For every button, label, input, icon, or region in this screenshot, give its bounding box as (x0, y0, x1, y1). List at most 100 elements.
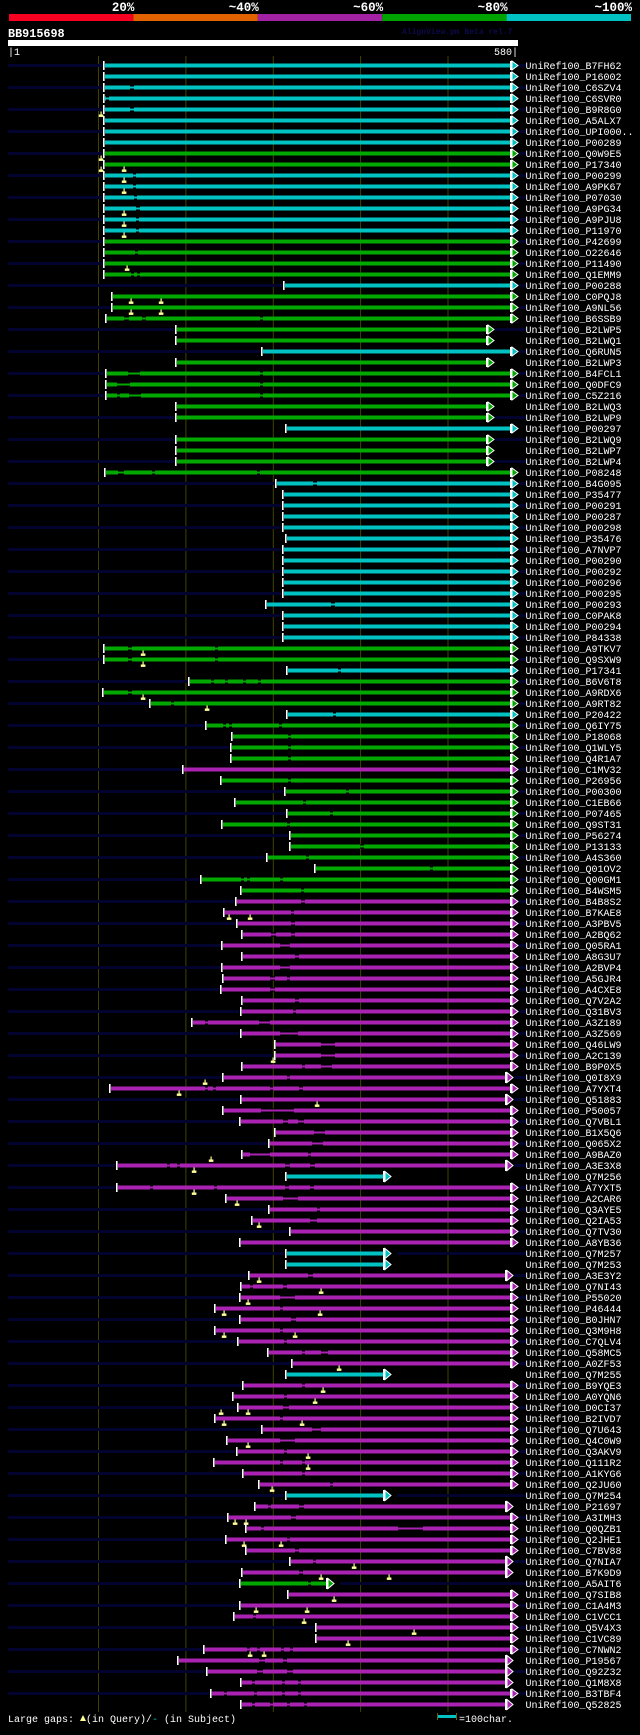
svg-text:UniRef100_A3Z189: UniRef100_A3Z189 (526, 1018, 622, 1030)
svg-text:UniRef100_P17341: UniRef100_P17341 (526, 666, 622, 678)
svg-text:UniRef100_B3TBF4: UniRef100_B3TBF4 (526, 1689, 622, 1701)
svg-text:UniRef100_A2BQ62: UniRef100_A2BQ62 (526, 930, 622, 942)
svg-text:UniRef100_B2LWP9: UniRef100_B2LWP9 (526, 413, 622, 425)
svg-text:UniRef100_P35476: UniRef100_P35476 (526, 534, 622, 546)
svg-text:UniRef100_A9NL56: UniRef100_A9NL56 (526, 303, 622, 315)
svg-text:UniRef100_Q7SIB8: UniRef100_Q7SIB8 (526, 1590, 622, 1602)
svg-text:UniRef100_Q0I8X9: UniRef100_Q0I8X9 (526, 1073, 622, 1085)
svg-text:UniRef100_P00287: UniRef100_P00287 (526, 512, 622, 524)
svg-text:UniRef100_Q0W9E5: UniRef100_Q0W9E5 (526, 149, 622, 161)
svg-text:UniRef100_A4CXE8: UniRef100_A4CXE8 (526, 985, 622, 997)
svg-text:UniRef100_C0PAK8: UniRef100_C0PAK8 (526, 611, 622, 623)
svg-text:UniRef100_Q01OV2: UniRef100_Q01OV2 (526, 864, 622, 876)
svg-text:UniRef100_B4WSM5: UniRef100_B4WSM5 (526, 886, 622, 898)
svg-text:UniRef100_P46444: UniRef100_P46444 (526, 1304, 622, 1316)
svg-text:UniRef100_Q5V4X3: UniRef100_Q5V4X3 (526, 1623, 622, 1635)
svg-text:UniRef100_C7BV88: UniRef100_C7BV88 (526, 1546, 622, 1558)
svg-text:UniRef100_P00290: UniRef100_P00290 (526, 556, 622, 568)
svg-text:UniRef100_P50057: UniRef100_P50057 (526, 1106, 622, 1118)
svg-text:UniRef100_Q2JU60: UniRef100_Q2JU60 (526, 1480, 622, 1492)
svg-text:UniRef100_P11490: UniRef100_P11490 (526, 259, 622, 271)
svg-text:UniRef100_D0CI37: UniRef100_D0CI37 (526, 1403, 622, 1415)
svg-text:UniRef100_Q4R1A7: UniRef100_Q4R1A7 (526, 754, 622, 766)
svg-text:UniRef100_C1A4M3: UniRef100_C1A4M3 (526, 1601, 622, 1613)
svg-text:UniRef100_Q51883: UniRef100_Q51883 (526, 1095, 622, 1107)
svg-text:UniRef100_A8G3U7: UniRef100_A8G3U7 (526, 952, 622, 964)
svg-text:UniRef100_C1VC89: UniRef100_C1VC89 (526, 1634, 622, 1646)
svg-text:UniRef100_Q4C0W9: UniRef100_Q4C0W9 (526, 1436, 622, 1448)
svg-text:AlignView.pm Beta rel.7: AlignView.pm Beta rel.7 (402, 28, 513, 37)
svg-text:580|: 580| (494, 47, 518, 59)
svg-text:UniRef100_A8YB36: UniRef100_A8YB36 (526, 1238, 622, 1250)
svg-text:UniRef100_P07465: UniRef100_P07465 (526, 809, 622, 821)
svg-text:UniRef100_Q1M8X8: UniRef100_Q1M8X8 (526, 1678, 622, 1690)
svg-text:UniRef100_P00295: UniRef100_P00295 (526, 589, 622, 601)
svg-text:UniRef100_P56274: UniRef100_P56274 (526, 831, 622, 843)
svg-text:UniRef100_P84338: UniRef100_P84338 (526, 633, 622, 645)
svg-text:UniRef100_A2CAR6: UniRef100_A2CAR6 (526, 1194, 622, 1206)
svg-text:UniRef100_B2LWQ3: UniRef100_B2LWQ3 (526, 402, 622, 414)
svg-text:UniRef100_P11970: UniRef100_P11970 (526, 226, 622, 238)
svg-text:UniRef100_C0PQJ8: UniRef100_C0PQJ8 (526, 292, 622, 304)
svg-text:UniRef100_B7KAE8: UniRef100_B7KAE8 (526, 908, 622, 920)
svg-text:UniRef100_B9R8G0: UniRef100_B9R8G0 (526, 105, 622, 117)
svg-text:UniRef100_Q7V2A2: UniRef100_Q7V2A2 (526, 996, 622, 1008)
svg-text:UniRef100_P55020: UniRef100_P55020 (526, 1293, 622, 1305)
svg-text:UniRef100_B1X5Q6: UniRef100_B1X5Q6 (526, 1128, 622, 1140)
svg-text:UniRef100_A7YXT4: UniRef100_A7YXT4 (526, 1084, 622, 1096)
svg-text:UniRef100_P00299: UniRef100_P00299 (526, 171, 622, 183)
svg-text:UniRef100_B2LWP4: UniRef100_B2LWP4 (526, 457, 622, 469)
svg-text:~40%: ~40% (229, 1, 260, 15)
svg-text:UniRef100_Q065X2: UniRef100_Q065X2 (526, 1139, 622, 1151)
svg-text:UniRef100_Q3AYE5: UniRef100_Q3AYE5 (526, 1205, 622, 1217)
svg-text:UniRef100_A7NVP7: UniRef100_A7NVP7 (526, 545, 622, 557)
svg-text:UniRef100_C6SZV4: UniRef100_C6SZV4 (526, 83, 622, 95)
svg-text:UniRef100_Q7M255: UniRef100_Q7M255 (526, 1370, 622, 1382)
svg-text:UniRef100_A3E3Y2: UniRef100_A3E3Y2 (526, 1271, 622, 1283)
svg-text:UniRef100_UPI000..: UniRef100_UPI000.. (526, 127, 634, 139)
svg-text:UniRef100_A3PBV5: UniRef100_A3PBV5 (526, 919, 622, 931)
svg-text:UniRef100_Q7VBL1: UniRef100_Q7VBL1 (526, 1117, 622, 1129)
svg-text:UniRef100_P00292: UniRef100_P00292 (526, 567, 622, 579)
svg-text:UniRef100_A9TKV7: UniRef100_A9TKV7 (526, 644, 622, 656)
svg-text:UniRef100_P19567: UniRef100_P19567 (526, 1656, 622, 1668)
svg-text:(in Query)/: (in Query)/ (86, 1714, 152, 1726)
svg-text:UniRef100_A5ALX7: UniRef100_A5ALX7 (526, 116, 622, 128)
svg-text:UniRef100_B4B8S2: UniRef100_B4B8S2 (526, 897, 622, 909)
svg-text:UniRef100_Q7U643: UniRef100_Q7U643 (526, 1425, 622, 1437)
svg-text:UniRef100_P00294: UniRef100_P00294 (526, 622, 622, 634)
svg-text:UniRef100_P13133: UniRef100_P13133 (526, 842, 622, 854)
svg-text:-: - (152, 1715, 158, 1726)
svg-text:UniRef100_C7QLV4: UniRef100_C7QLV4 (526, 1337, 622, 1349)
svg-text:UniRef100_Q7M256: UniRef100_Q7M256 (526, 1172, 622, 1184)
svg-text:~80%: ~80% (478, 1, 509, 15)
svg-text:UniRef100_P00293: UniRef100_P00293 (526, 600, 622, 612)
svg-text:UniRef100_P18068: UniRef100_P18068 (526, 732, 622, 744)
svg-text:UniRef100_B0JHN7: UniRef100_B0JHN7 (526, 1315, 622, 1327)
svg-text:UniRef100_B7FH62: UniRef100_B7FH62 (526, 61, 622, 73)
svg-text:UniRef100_A9RT82: UniRef100_A9RT82 (526, 699, 622, 711)
svg-text:UniRef100_P07030: UniRef100_P07030 (526, 193, 622, 205)
svg-text:UniRef100_A9BAZ0: UniRef100_A9BAZ0 (526, 1150, 622, 1162)
svg-text:UniRef100_Q31BV3: UniRef100_Q31BV3 (526, 1007, 622, 1019)
svg-text:UniRef100_B2IVD7: UniRef100_B2IVD7 (526, 1414, 622, 1426)
svg-text:UniRef100_A3E3X8: UniRef100_A3E3X8 (526, 1161, 622, 1173)
svg-text:UniRef100_Q3AKV9: UniRef100_Q3AKV9 (526, 1447, 622, 1459)
svg-text:UniRef100_Q1WLY5: UniRef100_Q1WLY5 (526, 743, 622, 755)
svg-text:UniRef100_B4G095: UniRef100_B4G095 (526, 479, 622, 491)
svg-text:UniRef100_Q111R2: UniRef100_Q111R2 (526, 1458, 622, 1470)
svg-text:UniRef100_Q7M254: UniRef100_Q7M254 (526, 1491, 622, 1503)
svg-text:UniRef100_Q0DFC9: UniRef100_Q0DFC9 (526, 380, 622, 392)
svg-text:UniRef100_C1EB66: UniRef100_C1EB66 (526, 798, 622, 810)
svg-text:UniRef100_B4FCL1: UniRef100_B4FCL1 (526, 369, 622, 381)
svg-text:UniRef100_O22646: UniRef100_O22646 (526, 248, 622, 260)
svg-text:UniRef100_Q6IY75: UniRef100_Q6IY75 (526, 721, 622, 733)
svg-text:UniRef100_B2LWQ1: UniRef100_B2LWQ1 (526, 336, 622, 348)
svg-text:UniRef100_A7YXT5: UniRef100_A7YXT5 (526, 1183, 622, 1195)
svg-text:UniRef100_B7K9D9: UniRef100_B7K9D9 (526, 1568, 622, 1580)
svg-text:(in Subject): (in Subject) (164, 1714, 236, 1726)
svg-text:UniRef100_C7NWN2: UniRef100_C7NWN2 (526, 1645, 622, 1657)
svg-text:UniRef100_P16002: UniRef100_P16002 (526, 72, 622, 84)
svg-text:UniRef100_Q58MC5: UniRef100_Q58MC5 (526, 1348, 622, 1360)
svg-text:UniRef100_A1KYG6: UniRef100_A1KYG6 (526, 1469, 622, 1481)
